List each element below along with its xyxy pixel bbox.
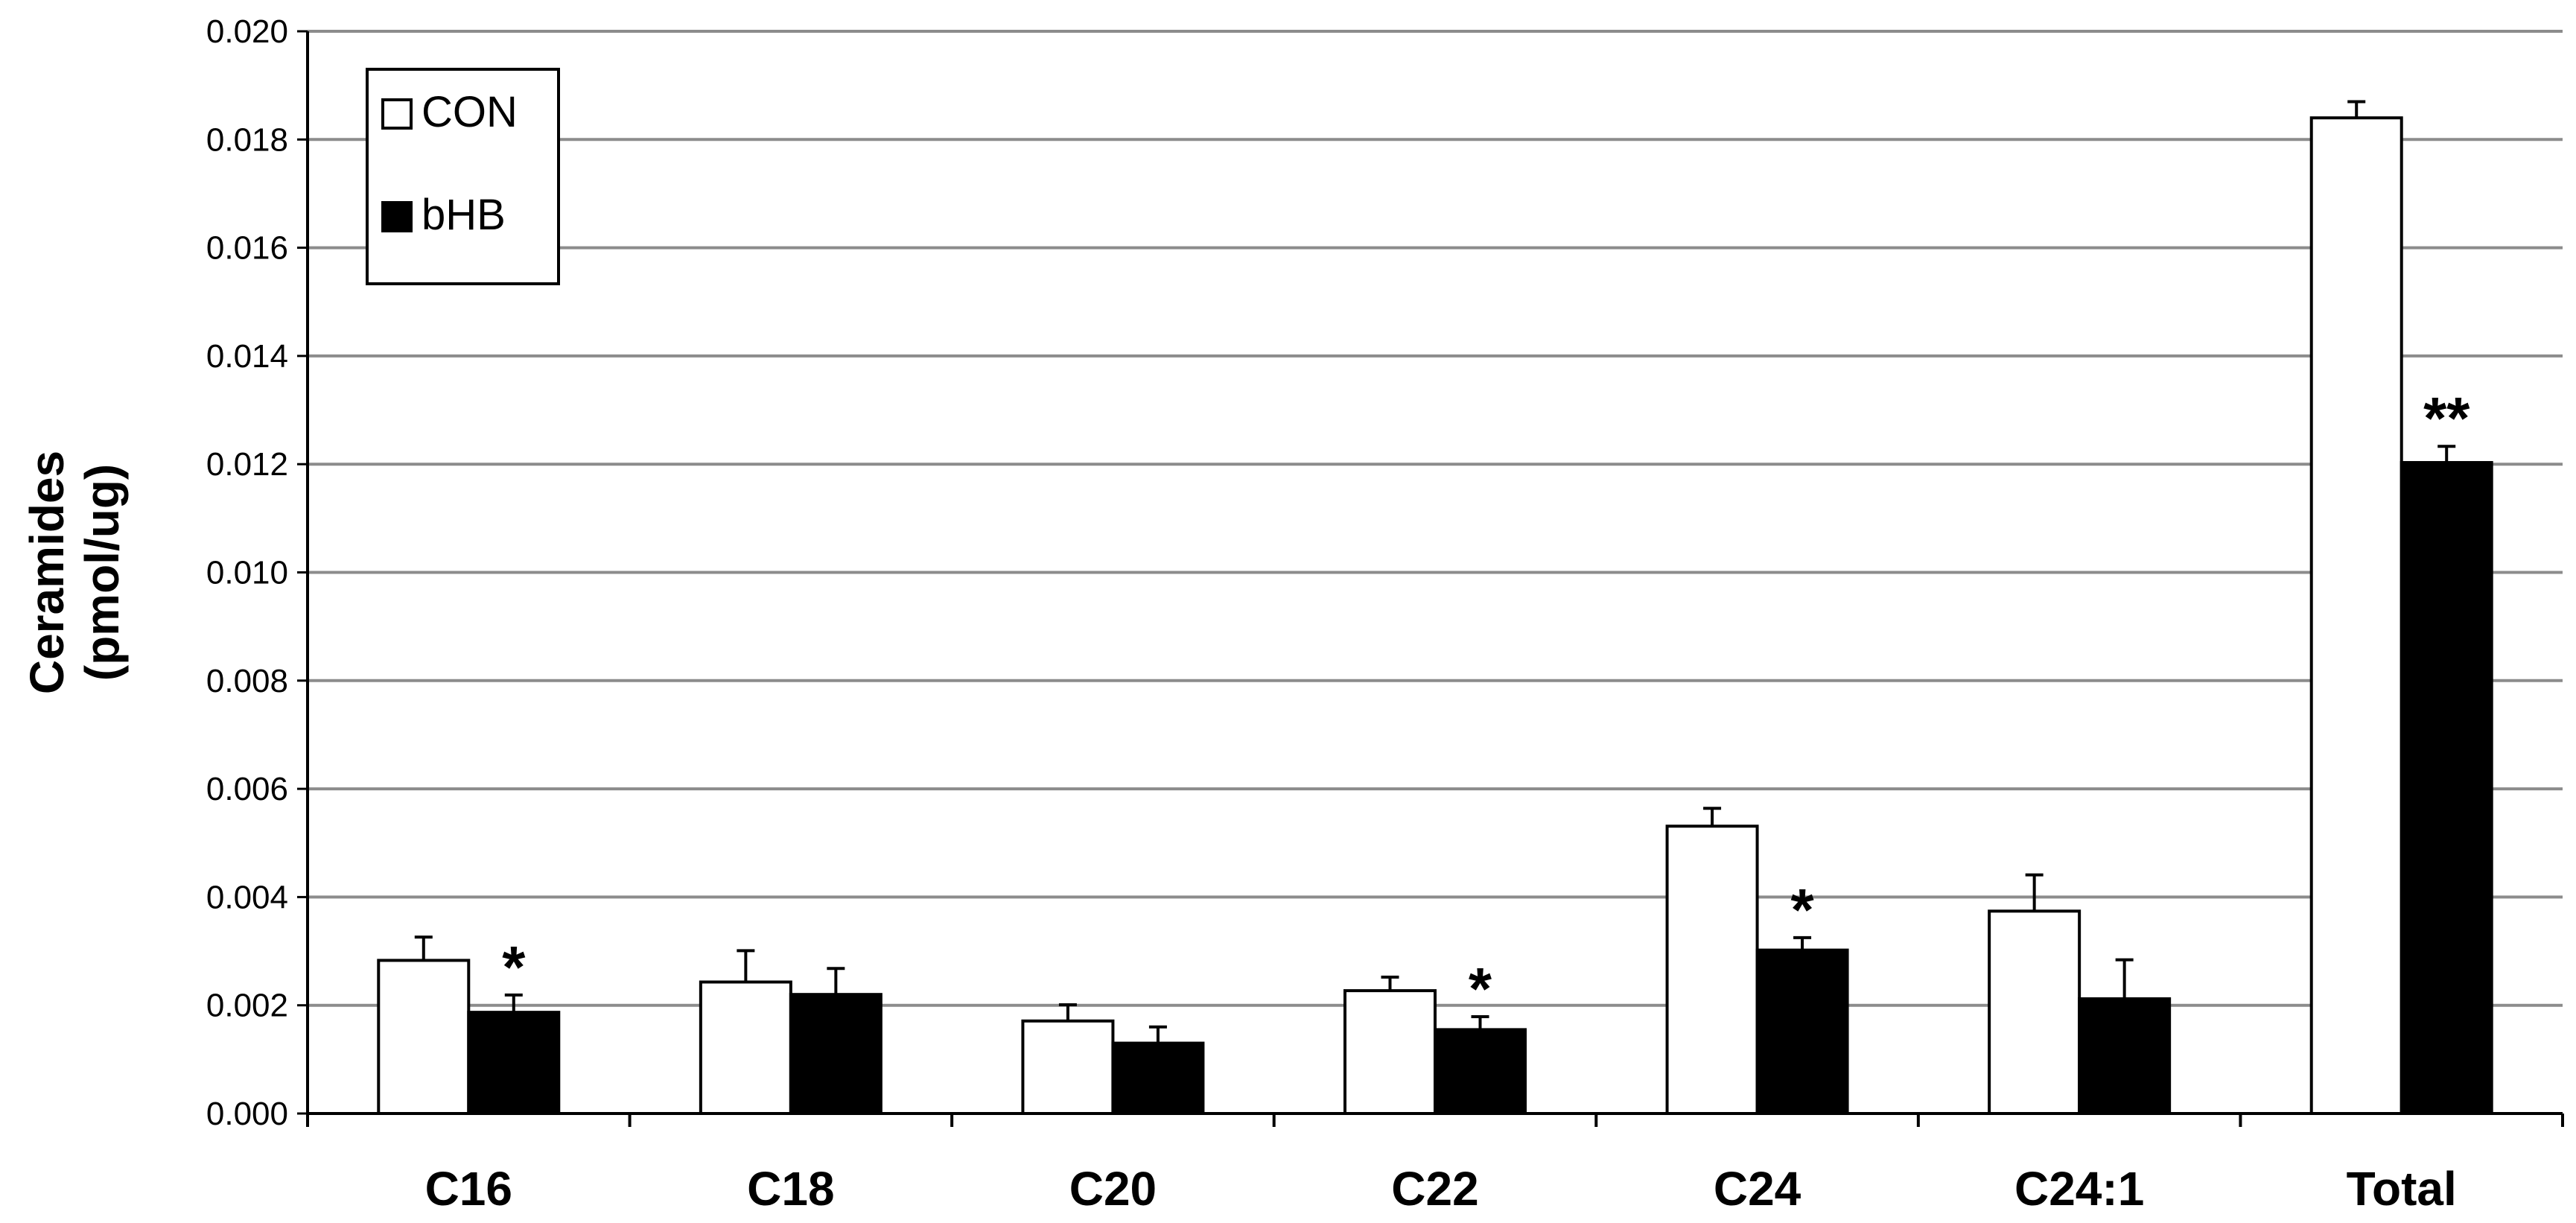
y-axis-title: Ceramides(pmol/ug) — [20, 451, 129, 694]
legend-swatch-con — [381, 98, 413, 130]
y-tick-label: 0.002 — [206, 988, 288, 1024]
y-axis-ticks: 0.000 0.002 0.004 0.006 0.008 0.010 0.012 0.014… — [206, 13, 309, 1132]
bar-bhb-c22 — [1434, 1028, 1527, 1115]
bar-con-c18 — [699, 980, 792, 1115]
x-category-label: Total — [2347, 1162, 2457, 1216]
y-tick-label: 0.006 — [206, 771, 288, 807]
x-axis: C16 C18 C20 C22 C24 C24:1 Total — [306, 1112, 2564, 1216]
bars: * **** — [377, 100, 2493, 1116]
bar-con-c24 — [1665, 825, 1759, 1116]
legend-label-bhb: bHB — [422, 191, 506, 239]
y-axis-title-line: (pmol/ug) — [75, 464, 129, 681]
x-category-label: C20 — [1069, 1162, 1157, 1216]
bar-bhb-c20 — [1111, 1041, 1205, 1116]
bar-con-c24-1 — [1988, 909, 2082, 1115]
bar-bhb-c24-1 — [2078, 997, 2172, 1116]
bar-bhb-c16 — [467, 1011, 561, 1116]
legend: CON bHB — [366, 68, 560, 285]
y-tick-label: 0.020 — [206, 13, 288, 50]
gridlines — [308, 30, 2563, 1007]
bar-con-c20 — [1021, 1019, 1115, 1116]
bar-bhb-c24 — [1755, 948, 1849, 1116]
y-tick-label: 0.010 — [206, 555, 288, 591]
y-tick-label: 0.018 — [206, 121, 288, 158]
y-tick-label: 0.000 — [206, 1096, 288, 1132]
significance-marker: * — [1469, 956, 1492, 1022]
significance-marker: ** — [2423, 385, 2470, 451]
bar-con-total — [2309, 116, 2403, 1116]
y-tick-label: 0.008 — [206, 663, 288, 699]
legend-label-con: CON — [422, 88, 518, 136]
y-tick-label: 0.016 — [206, 230, 288, 267]
x-category-label: C24:1 — [2014, 1162, 2144, 1216]
bar-con-c16 — [377, 959, 471, 1116]
bar-con-c22 — [1343, 989, 1437, 1115]
significance-marker: * — [502, 934, 526, 1000]
x-category-label: C24 — [1714, 1162, 1801, 1216]
y-axis-title-text: Ceramides(pmol/ug) — [20, 451, 129, 694]
significance-marker: * — [1791, 877, 1815, 943]
y-tick-label: 0.004 — [206, 879, 288, 915]
y-tick-label: 0.012 — [206, 446, 288, 483]
x-category-label: C18 — [747, 1162, 834, 1216]
bar-bhb-total — [2400, 461, 2493, 1115]
x-category-label: C22 — [1391, 1162, 1478, 1216]
y-axis-title-line: Ceramides — [20, 451, 74, 694]
legend-swatch-bhb — [381, 201, 413, 232]
x-category-label: C16 — [425, 1162, 512, 1216]
y-tick-label: 0.014 — [206, 338, 288, 375]
bar-bhb-c18 — [789, 993, 882, 1116]
